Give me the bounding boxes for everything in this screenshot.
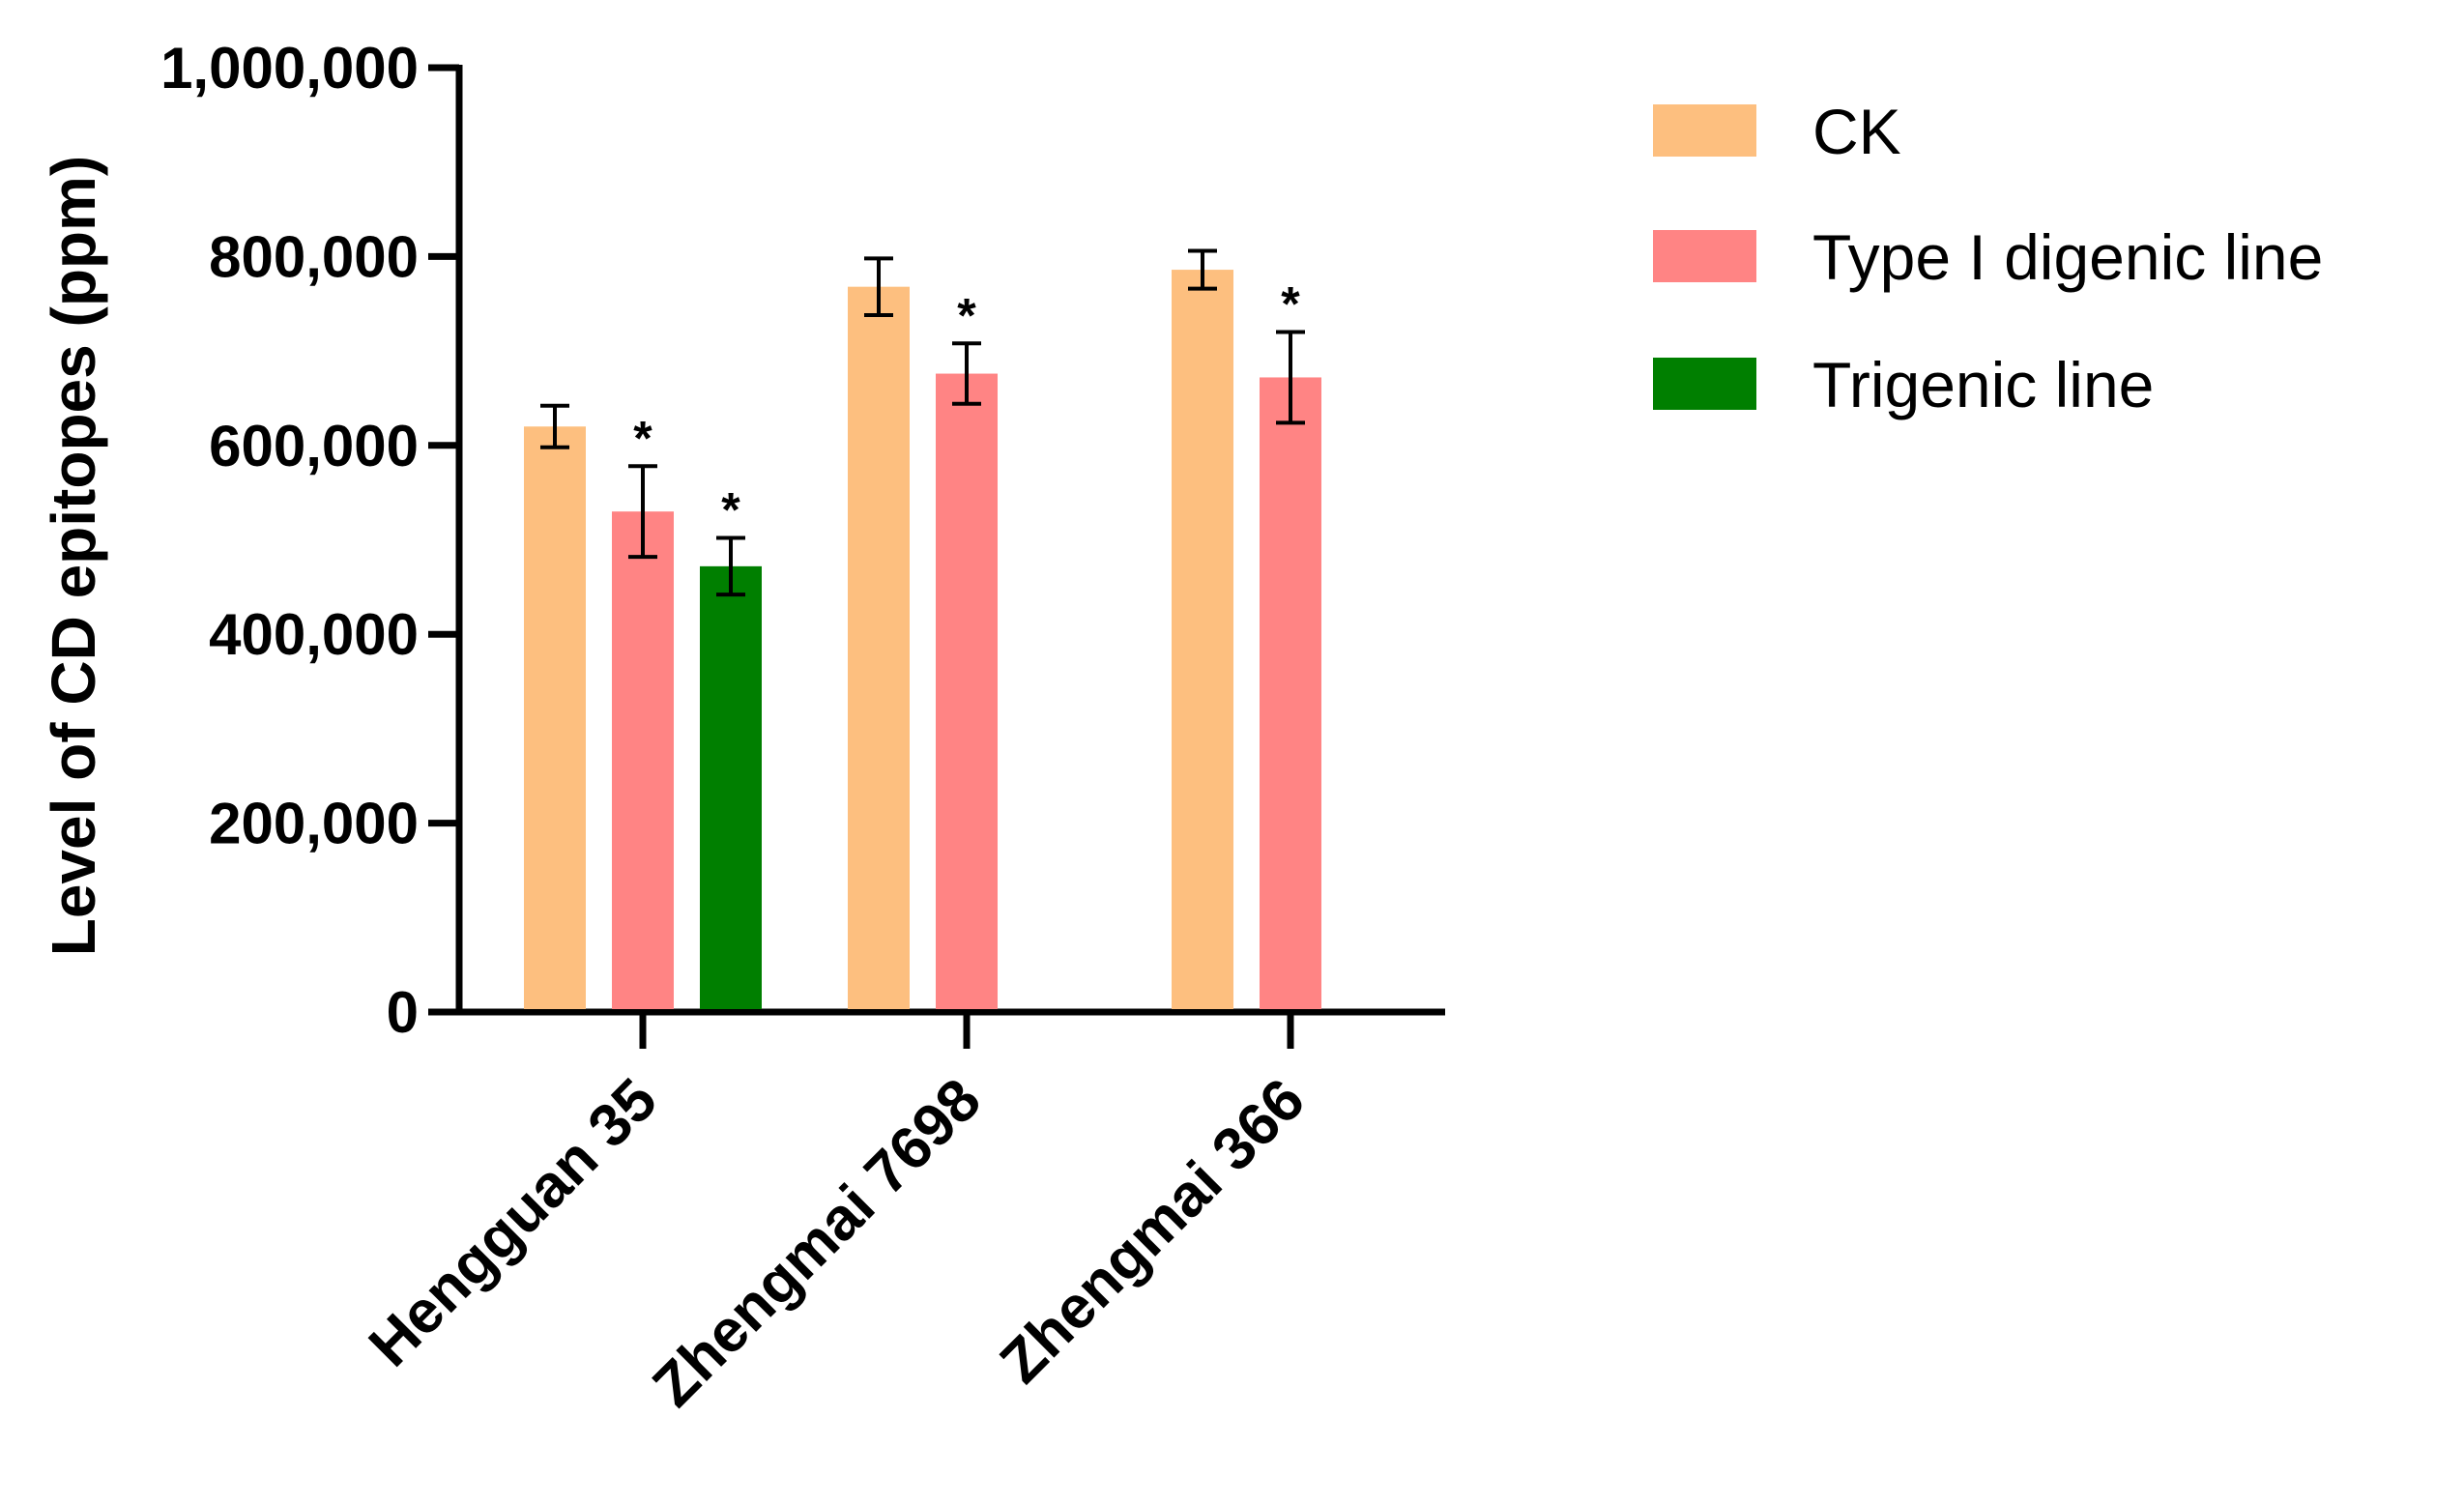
legend-label: CK: [1812, 96, 1901, 167]
bar: [1172, 270, 1233, 1009]
legend: CK Type I digenic line Trigenic line: [1653, 96, 2323, 420]
y-tick-label: 0: [387, 980, 419, 1045]
bar: [848, 286, 910, 1009]
y-tick-label: 200,000: [209, 792, 419, 856]
x-tick-label: Zhengmai 366: [988, 1066, 1318, 1396]
y-tick-label: 800,000: [209, 224, 419, 289]
y-tick-label: 1,000,000: [160, 36, 419, 101]
bar: [936, 373, 998, 1010]
significance-marker: *: [1281, 277, 1300, 332]
significance-marker: *: [957, 288, 976, 342]
legend-label: Type I digenic line: [1812, 221, 2323, 293]
bar: [612, 511, 674, 1009]
y-tick-label: 400,000: [209, 602, 419, 667]
y-axis-title: Level of CD epitopes (ppm): [39, 156, 108, 957]
significance-marker: *: [721, 483, 740, 537]
legend-swatch: [1653, 358, 1756, 410]
x-tick-label: Zhengmai 7698: [640, 1066, 994, 1420]
y-tick-label: 600,000: [209, 414, 419, 478]
significance-marker: *: [633, 411, 652, 465]
bar: [1260, 377, 1321, 1009]
legend-label: Trigenic line: [1812, 349, 2154, 420]
legend-swatch: [1653, 230, 1756, 282]
x-tick-label: Hengguan 35: [357, 1066, 670, 1379]
bars: * * * *: [524, 248, 1321, 1010]
bar: [700, 565, 762, 1009]
y-axis: 0 200,000 400,000 600,000 800,000 1,000,000: [160, 36, 463, 1045]
legend-swatch: [1653, 104, 1756, 157]
bar: [524, 426, 586, 1009]
